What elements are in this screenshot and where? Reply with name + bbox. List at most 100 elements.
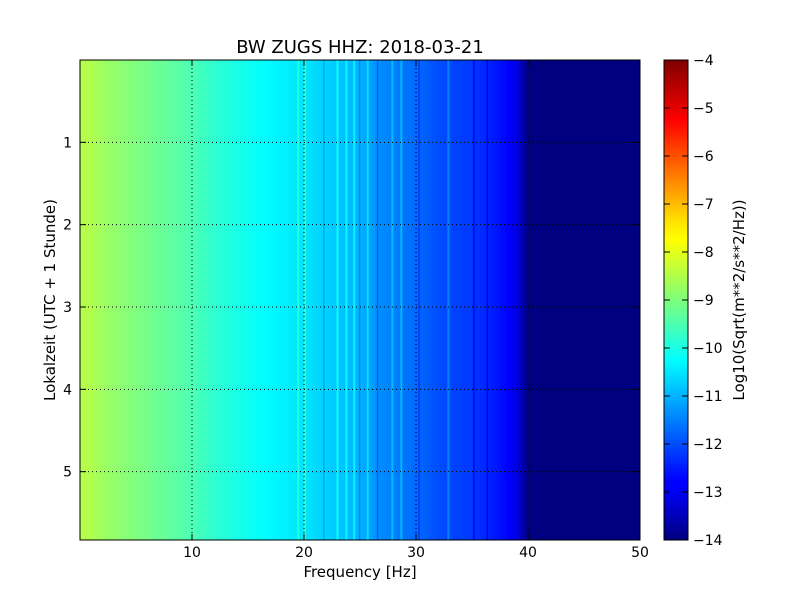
spectrum-column: [155, 60, 159, 540]
spectrum-column: [362, 60, 367, 540]
spectrum-column: [256, 60, 260, 540]
y-tick-label: 3: [63, 300, 72, 316]
spectrum-column: [192, 60, 196, 540]
spectrum-column: [553, 60, 557, 540]
spectrum-column: [214, 60, 218, 540]
spectrum-column: [570, 60, 574, 540]
spectrum-column: [144, 60, 148, 540]
spectrum-column: [606, 60, 610, 540]
spectrum-column: [371, 60, 375, 540]
spectrum-column: [592, 60, 596, 540]
spectrum-column: [225, 60, 229, 540]
colorbar-tick-label: −9: [693, 293, 714, 309]
colorbar-tick-label: −12: [693, 437, 723, 453]
colorbar-tick-label: −10: [693, 341, 723, 357]
spectrum-column: [329, 60, 333, 540]
spectral-line-bright: [297, 60, 300, 540]
spectrum-column: [480, 60, 484, 540]
spectrum-column: [354, 60, 358, 540]
x-tick-label: 50: [631, 545, 649, 561]
x-tick-label: 10: [183, 545, 201, 561]
spectrum-column: [374, 60, 378, 540]
x-axis-label: Frequency [Hz]: [303, 563, 416, 581]
spectrum-column: [234, 60, 238, 540]
colorbar-tick-label: −11: [693, 389, 723, 405]
spectrum-column: [248, 60, 252, 540]
spectrum-column: [298, 60, 302, 540]
colorbar-ticks: −4 −5 −6 −7 −8 −9 −10 −11 −12 −13 −14: [664, 53, 723, 549]
spectrum-column: [458, 60, 462, 540]
spectral-line-dark: [473, 60, 475, 540]
spectrum-column: [278, 60, 283, 540]
spectral-line-dark: [323, 60, 325, 540]
plot-area: [80, 60, 640, 540]
spectral-line-bright: [391, 60, 394, 540]
spectrum-column: [267, 60, 271, 540]
spectrum-column: [141, 60, 145, 540]
spectrum-column: [346, 60, 350, 540]
spectral-line-bright: [400, 60, 403, 540]
spectrum-column: [169, 60, 173, 540]
spectrum-column: [432, 60, 437, 540]
spectrum-column: [438, 60, 442, 540]
y-tick-label: 1: [63, 135, 72, 151]
spectrum-column: [402, 60, 406, 540]
spectrum-column: [614, 60, 619, 540]
spectrum-column: [292, 60, 297, 540]
spectrum-column: [175, 60, 179, 540]
spectrum-column: [519, 60, 523, 540]
spectrum-column: [332, 60, 336, 540]
spectrum-column: [511, 60, 515, 540]
spectrum-column: [483, 60, 487, 540]
spectrum-column: [589, 60, 593, 540]
spectrum-column: [127, 60, 131, 540]
spectrum-column: [617, 60, 621, 540]
spectrum-column: [222, 60, 227, 540]
spectrum-column: [270, 60, 274, 540]
x-tick-label: 20: [295, 545, 313, 561]
spectrum-column: [460, 60, 465, 540]
spectrum-column: [116, 60, 120, 540]
spectrum-column: [91, 60, 95, 540]
spectrum-column: [320, 60, 325, 540]
spectrum-column: [522, 60, 526, 540]
spectrum-column: [309, 60, 313, 540]
spectrum-column: [211, 60, 215, 540]
spectrum-column: [158, 60, 162, 540]
spectrum-column: [94, 60, 98, 540]
spectrum-column: [166, 60, 171, 540]
spectrum-column: [628, 60, 633, 540]
spectral-line-bright: [345, 60, 348, 540]
colorbar-tick-label: −6: [693, 149, 714, 165]
spectrum-column: [404, 60, 409, 540]
colorbar: −4 −5 −6 −7 −8 −9 −10 −11 −12 −13 −14 Log10(Sqrt(m…: [663, 53, 748, 549]
spectrum-column: [542, 60, 546, 540]
spectrum-column: [82, 60, 87, 540]
spectrum-column: [441, 60, 445, 540]
colorbar-tick-label: −13: [693, 485, 723, 501]
spectrum-column: [242, 60, 246, 540]
spectral-line-dark: [376, 60, 379, 540]
spectrum-column: [444, 60, 448, 540]
spectrum-column: [99, 60, 103, 540]
spectrum-column: [385, 60, 389, 540]
spectrum-column: [533, 60, 537, 540]
spectrum-column: [130, 60, 134, 540]
spectrum-column: [424, 60, 428, 540]
spectrum-column: [469, 60, 473, 540]
plot-frame: [79, 59, 641, 541]
spectrum-column: [556, 60, 560, 540]
spectrum-column: [203, 60, 207, 540]
spectrum-column: [379, 60, 383, 540]
spectrum-column: [306, 60, 311, 540]
colorbar-label: Log10(Sqrt(m**2/s**2/Hz)): [730, 199, 748, 400]
spectral-line-bright: [336, 60, 339, 540]
colorbar-tick-label: −4: [693, 53, 714, 69]
spectrum-column: [491, 60, 495, 540]
spectrum-column: [581, 60, 585, 540]
spectrum-column: [180, 60, 185, 540]
spectral-line-bright: [447, 60, 450, 540]
spectrum-column: [603, 60, 607, 540]
spectrum-column: [494, 60, 498, 540]
